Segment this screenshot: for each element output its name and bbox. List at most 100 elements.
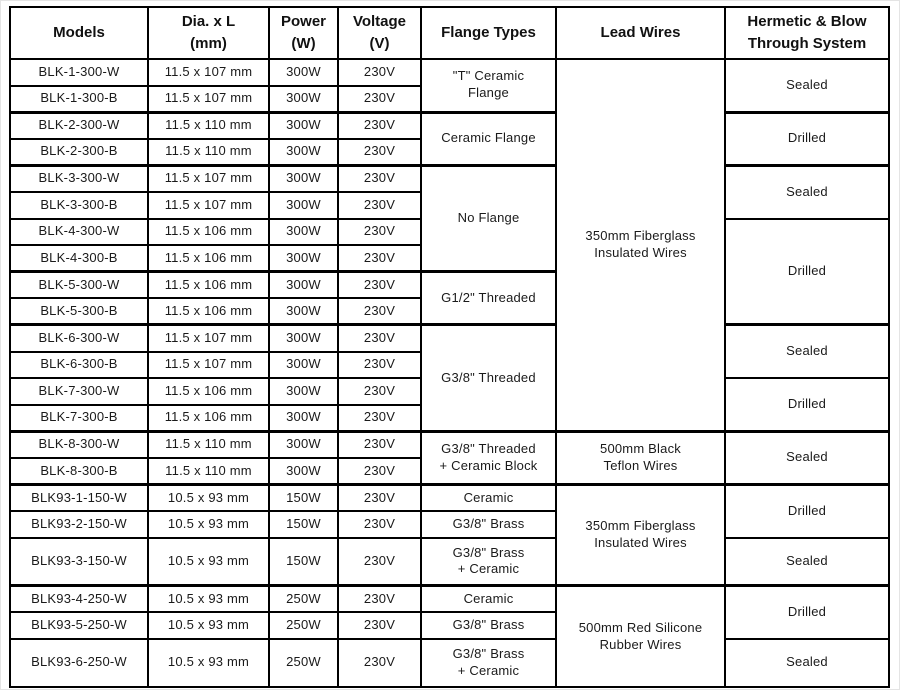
voltage-cell: 230V	[337, 584, 422, 614]
dimensions-cell: 11.5 x 106 mm	[147, 244, 270, 273]
power-cell: 300W	[268, 403, 339, 433]
voltage-cell: 230V	[337, 637, 422, 688]
hermetic-cell: Drilled	[724, 377, 890, 433]
voltage-cell: 230V	[337, 110, 422, 140]
table-row: BLK-6-300-W 11.5 x 107 mm 300W 230V G3/8" Th…	[9, 323, 890, 433]
power-cell: 250W	[268, 611, 339, 640]
voltage-cell: 230V	[337, 297, 422, 326]
power-cell: 300W	[268, 110, 339, 140]
power-cell: 300W	[268, 377, 339, 406]
column-header-flange-types: Flange Types	[420, 6, 557, 60]
voltage-cell: 230V	[337, 429, 422, 459]
lead-wires-cell: 500mm Red Silicone Rubber Wires	[555, 584, 726, 688]
power-cell: 150W	[268, 510, 339, 539]
power-cell: 300W	[268, 84, 339, 114]
flange-type-cell: Ceramic Flange	[420, 110, 557, 167]
column-header-hermetic-system: Hermetic & Blow Through System	[724, 6, 890, 60]
dimensions-cell: 11.5 x 107 mm	[147, 58, 270, 87]
model-cell: BLK-8-300-B	[9, 456, 149, 486]
voltage-cell: 230V	[337, 270, 422, 300]
model-cell: BLK-3-300-W	[9, 163, 149, 193]
model-cell: BLK93-3-150-W	[9, 536, 149, 587]
product-spec-table: Models Dia. x L (mm) Power (W) Voltage (V) F…	[9, 6, 890, 688]
flange-type-cell: G3/8" Brass	[420, 611, 557, 640]
power-cell: 300W	[268, 456, 339, 486]
power-cell: 150W	[268, 483, 339, 513]
voltage-cell: 230V	[337, 244, 422, 273]
hermetic-cell: Sealed	[724, 536, 890, 587]
dimensions-cell: 11.5 x 107 mm	[147, 323, 270, 353]
hermetic-cell: Sealed	[724, 429, 890, 486]
power-cell: 300W	[268, 429, 339, 459]
voltage-cell: 230V	[337, 536, 422, 587]
flange-type-cell: G3/8" Brass + Ceramic	[420, 637, 557, 688]
table-row: BLK-3-300-W 11.5 x 107 mm 300W 230V No Flang…	[9, 163, 890, 273]
dimensions-cell: 11.5 x 106 mm	[147, 377, 270, 406]
table-row: BLK93-4-250-W 10.5 x 93 mm 250W 230V Ceramic…	[9, 584, 890, 688]
lead-wires-cell: 500mm Black Teflon Wires	[555, 429, 726, 486]
model-cell: BLK-1-300-W	[9, 58, 149, 87]
power-cell: 300W	[268, 58, 339, 87]
voltage-cell: 230V	[337, 323, 422, 353]
dimensions-cell: 10.5 x 93 mm	[147, 483, 270, 513]
voltage-cell: 230V	[337, 403, 422, 433]
table-row: BLK-1-300-B 11.5 x 107 mm 300W 230V	[9, 84, 889, 114]
flange-type-cell: G3/8" Threaded + Ceramic Block	[420, 429, 557, 486]
voltage-cell: 230V	[337, 350, 422, 380]
power-cell: 250W	[268, 584, 339, 614]
model-cell: BLK-8-300-W	[9, 429, 149, 459]
voltage-cell: 230V	[337, 217, 422, 247]
lead-wires-cell: 350mm Fiberglass Insulated Wires	[555, 482, 726, 587]
model-cell: BLK93-2-150-W	[9, 510, 149, 539]
hermetic-cell: Sealed	[724, 57, 890, 114]
flange-type-cell: Ceramic	[420, 483, 557, 513]
model-cell: BLK93-5-250-W	[9, 611, 149, 640]
dimensions-cell: 11.5 x 107 mm	[147, 163, 270, 193]
model-cell: BLK-7-300-B	[9, 403, 149, 433]
model-cell: BLK-6-300-W	[9, 323, 149, 353]
power-cell: 300W	[268, 297, 339, 326]
column-header-lead-wires: Lead Wires	[555, 6, 726, 60]
table-row: BLK-8-300-W 11.5 x 110 mm 300W 230V G3/8" Th…	[9, 429, 890, 486]
voltage-cell: 230V	[337, 377, 422, 406]
power-cell: 250W	[268, 637, 339, 688]
voltage-cell: 230V	[337, 58, 422, 87]
table-header: Models Dia. x L (mm) Power (W) Voltage (V) F…	[9, 6, 890, 60]
voltage-cell: 230V	[337, 510, 422, 539]
table-row: BLK-4-300-B 11.5 x 106 mm 300W 230V	[9, 244, 889, 273]
power-cell: 300W	[268, 350, 339, 380]
model-cell: BLK-1-300-B	[9, 84, 149, 114]
model-cell: BLK-3-300-B	[9, 190, 149, 220]
dimensions-cell: 11.5 x 106 mm	[147, 270, 270, 300]
model-cell: BLK93-1-150-W	[9, 483, 149, 513]
voltage-cell: 230V	[337, 163, 422, 193]
power-cell: 300W	[268, 323, 339, 353]
hermetic-cell: Drilled	[724, 217, 890, 326]
dimensions-cell: 11.5 x 110 mm	[147, 110, 270, 140]
table-row: BLK93-1-150-W 10.5 x 93 mm 150W 230V Ceramic…	[9, 482, 890, 587]
column-header-models: Models	[9, 6, 149, 60]
hermetic-cell: Sealed	[724, 323, 890, 380]
power-cell: 300W	[268, 244, 339, 273]
flange-type-cell: "T" Ceramic Flange	[420, 57, 557, 114]
dimensions-cell: 10.5 x 93 mm	[147, 637, 270, 688]
table-row: BLK-5-300-B 11.5 x 106 mm 300W 230V	[9, 297, 889, 326]
flange-type-cell: No Flange	[420, 163, 557, 273]
model-cell: BLK93-4-250-W	[9, 584, 149, 614]
table-row: BLK-8-300-B 11.5 x 110 mm 300W 230V	[9, 456, 889, 486]
dimensions-cell: 10.5 x 93 mm	[147, 510, 270, 539]
voltage-cell: 230V	[337, 483, 422, 513]
model-cell: BLK-4-300-W	[9, 217, 149, 247]
hermetic-cell: Sealed	[724, 163, 890, 220]
column-header-voltage: Voltage (V)	[337, 6, 422, 60]
table-row: BLK-1-300-W 11.5 x 107 mm 300W 230V "T" Cera…	[9, 57, 890, 433]
table-row: BLK93-5-250-W 10.5 x 93 mm 250W 230V G3/8" B…	[9, 611, 889, 640]
voltage-cell: 230V	[337, 456, 422, 486]
table-body: BLK-1-300-W 11.5 x 107 mm 300W 230V "T" Cera…	[9, 57, 890, 688]
dimensions-cell: 11.5 x 107 mm	[147, 190, 270, 220]
power-cell: 300W	[268, 217, 339, 247]
model-cell: BLK-5-300-B	[9, 297, 149, 326]
column-header-power: Power (W)	[268, 6, 339, 60]
power-cell: 300W	[268, 137, 339, 167]
table-row: BLK-4-300-W 11.5 x 106 mm 300W 230V Drilled	[9, 217, 890, 326]
